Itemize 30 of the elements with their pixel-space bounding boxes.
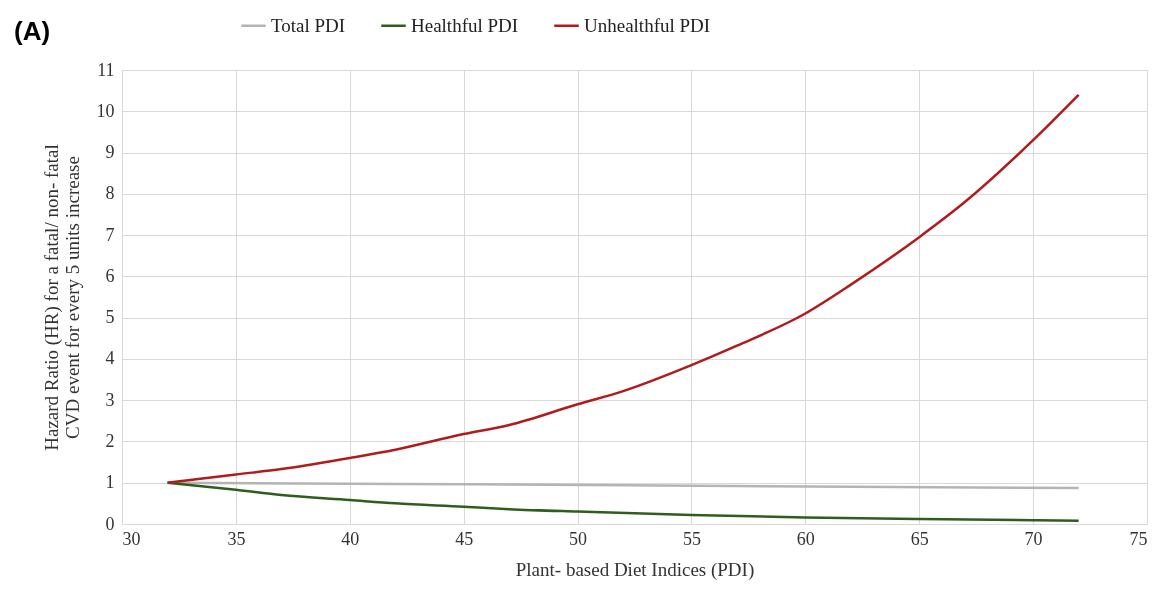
y-tick-label: 9 (105, 142, 115, 163)
y-tick-label: 6 (105, 265, 115, 286)
x-axis-title: Plant- based Diet Indices (PDI) (515, 558, 755, 581)
legend-label: Unhealthful PDI (584, 14, 711, 36)
x-tick-label: 45 (455, 528, 474, 549)
y-tick-label: 5 (105, 307, 115, 328)
y-tick-label: 8 (105, 183, 115, 204)
x-tick-label: 55 (682, 528, 701, 549)
y-tick-label: 2 (105, 430, 115, 451)
x-tick-label: 60 (796, 528, 815, 549)
x-tick-label: 75 (1129, 528, 1148, 549)
legend-label: Total PDI (271, 14, 346, 36)
y-tick-label: 4 (105, 348, 115, 369)
y-tick-label: 1 (105, 472, 115, 493)
x-tick-label: 50 (569, 528, 588, 549)
y-tick-label: 0 (105, 513, 115, 534)
x-tick-label: 65 (910, 528, 929, 549)
y-axis-title: Hazard Ratio (HR) for a fatal/ non- fatal CVD event for every 5 units increase (40, 144, 83, 451)
y-tick-label: 3 (105, 389, 115, 410)
y-tick-label: 11 (97, 59, 115, 80)
x-tick-label: 35 (227, 528, 246, 549)
x-tick-label: 70 (1024, 528, 1043, 549)
line-series (166, 481, 1080, 522)
legend-label: Healthful PDI (411, 14, 519, 36)
line-series (166, 93, 1080, 484)
chart-title: (A) (14, 16, 51, 47)
x-tick-label: 30 (122, 528, 141, 549)
y-tick-label: 10 (96, 100, 115, 121)
y-tick-label: 7 (105, 224, 115, 245)
x-tick-label: 40 (341, 528, 360, 549)
